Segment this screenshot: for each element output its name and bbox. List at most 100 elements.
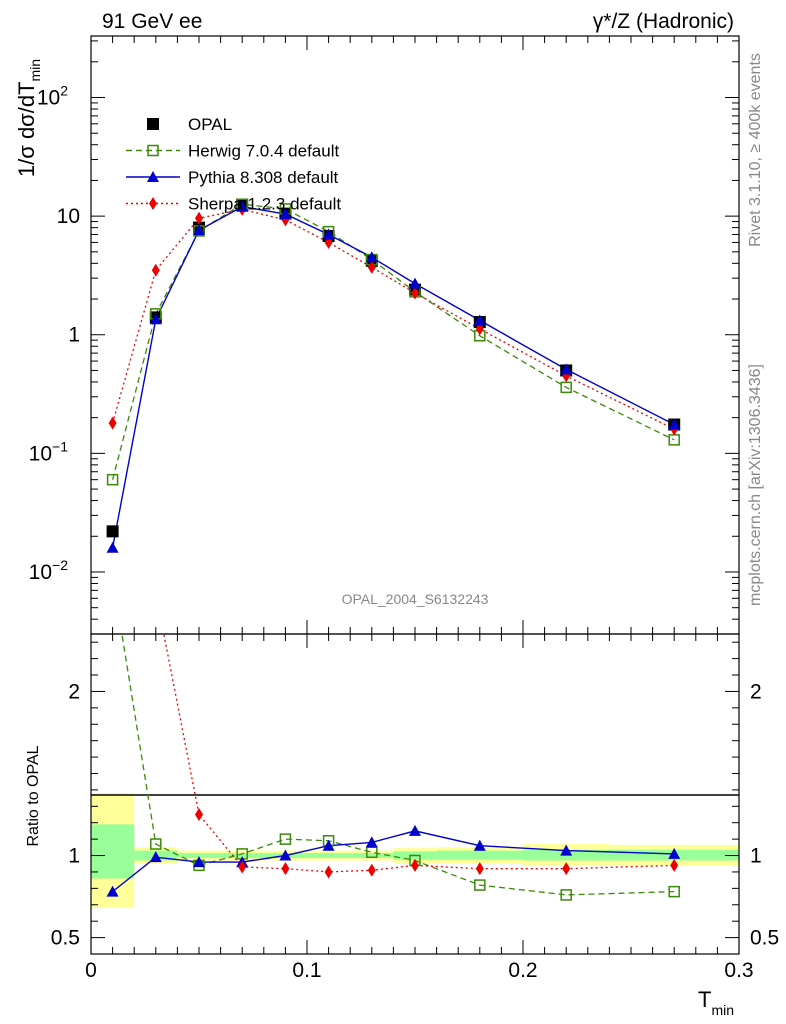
main-y-tick-label: 10 — [57, 205, 80, 228]
ratio-point-pythia — [365, 836, 378, 848]
x-label-sub: min — [711, 1002, 734, 1018]
ratio-point-herwig — [560, 889, 572, 901]
ratio-point-pythia — [322, 839, 335, 851]
main-point-sherpa — [108, 416, 117, 430]
legend-label-sherpa: Sherpa 1.2.3 default — [188, 195, 341, 214]
tick-exponent: 2 — [60, 83, 68, 99]
legend-marker-herwig — [147, 144, 159, 157]
ratio-point-sherpa — [475, 862, 484, 876]
tick-base: 10 — [29, 442, 52, 465]
mcplots-label: mcplots.cern.ch [arXiv:1306.3436] — [747, 364, 764, 606]
legend-label-opal: OPAL — [188, 115, 232, 134]
analysis-watermark: OPAL_2004_S6132243 — [342, 591, 489, 607]
ratio-point-pythia — [149, 851, 162, 863]
ratio-y-tick-label-right: 0.5 — [750, 927, 779, 950]
legend: OPAL Herwig 7.0.4 default Pythia 8.308 def… — [126, 115, 341, 214]
main-point-pythia — [106, 541, 119, 553]
main-point-sherpa — [151, 263, 160, 277]
svg-text:1/σ dσ/dTmin: 1/σ dσ/dTmin — [14, 59, 43, 177]
ratio-point-pythia — [409, 824, 421, 836]
ratio-point-pythia — [560, 844, 573, 856]
ratio-point-herwig — [668, 885, 680, 898]
ratio-point-sherpa — [324, 865, 333, 879]
band-inner — [350, 853, 394, 858]
energy-label: 91 GeV ee — [102, 10, 202, 33]
y-label-main: 1/σ dσ/dT — [14, 81, 39, 177]
main-point-pythia — [236, 200, 249, 212]
tick-base: 10 — [37, 87, 60, 110]
main-point-pythia — [322, 228, 335, 240]
x-tick-label: 0 — [85, 959, 97, 982]
main-line-herwig — [111, 203, 675, 480]
rivet-label: Rivet 3.1.10, ≥ 400k events — [747, 53, 764, 247]
ratio-point-herwig — [279, 833, 292, 845]
legend-marker-sherpa — [149, 197, 157, 210]
ratio-y-tick-label-left: 2 — [68, 680, 80, 703]
x-axis-label: Tmin — [698, 987, 734, 1018]
axis-ticks — [90, 36, 740, 955]
ratio-y-tick-label-right: 1 — [750, 845, 762, 868]
ratio-y-tick-label-left: 0.5 — [51, 927, 80, 950]
ratio-point-sherpa — [670, 858, 679, 872]
main-point-pythia — [365, 251, 378, 263]
ratio-point-sherpa — [562, 862, 571, 876]
ratio-point-sherpa — [152, 586, 160, 599]
band-inner — [436, 850, 523, 860]
ratio-uncertainty-bands — [91, 793, 739, 909]
main-point-sherpa — [195, 211, 203, 225]
main-point-herwig — [106, 473, 119, 486]
ratio-series-group — [106, 572, 681, 901]
main-point-pythia — [149, 313, 162, 325]
tick-exponent: −2 — [52, 557, 68, 573]
main-y-tick-label: 1 — [68, 324, 80, 347]
x-tick-label: 0.3 — [724, 959, 753, 982]
band-inner — [91, 824, 135, 879]
y-label-sub: min — [27, 59, 43, 82]
ratio-point-sherpa — [411, 858, 419, 872]
ratio-point-pythia — [193, 856, 205, 868]
main-point-pythia — [473, 314, 486, 326]
legend-label-pythia: Pythia 8.308 default — [188, 168, 339, 187]
ratio-y-axis-label: Ratio to OPAL — [25, 745, 42, 846]
band-inner — [307, 853, 351, 858]
main-y-axis-label: 1/σ dσ/dTmin — [14, 59, 43, 177]
main-point-sherpa — [367, 260, 376, 274]
ratio-y-tick-label-left: 1 — [68, 845, 80, 868]
main-point-herwig — [668, 434, 680, 446]
main-point-pythia — [668, 418, 681, 430]
process-label: γ*/Z (Hadronic) — [593, 10, 734, 33]
main-point-pythia — [193, 224, 205, 236]
legend-marker-opal — [147, 118, 159, 130]
ratio-point-sherpa — [195, 808, 203, 822]
main-y-tick-label: 10−1 — [29, 438, 69, 465]
main-point-sherpa — [475, 322, 484, 336]
ratio-point-pythia — [668, 847, 681, 859]
ratio-point-pythia — [473, 839, 486, 851]
band-inner — [177, 853, 221, 858]
main-line-pythia — [111, 205, 675, 548]
main-line-sherpa — [111, 208, 675, 430]
main-y-tick-label: 10−2 — [29, 557, 69, 584]
ratio-point-pythia — [279, 849, 292, 861]
x-tick-label: 0.1 — [292, 959, 321, 982]
main-y-tick-label: 102 — [37, 83, 68, 110]
ratio-point-sherpa — [238, 860, 247, 874]
x-label-main: T — [698, 987, 711, 1012]
main-point-pythia — [279, 208, 292, 220]
main-point-pythia — [560, 363, 573, 375]
ratio-plot-frame — [90, 633, 740, 955]
legend-label-herwig: Herwig 7.0.4 default — [188, 142, 339, 161]
main-point-opal — [106, 525, 119, 538]
main-series-group — [106, 198, 681, 553]
main-point-sherpa — [411, 286, 419, 300]
ratio-point-herwig — [150, 838, 162, 850]
tick-exponent: −1 — [52, 438, 68, 454]
ratio-point-sherpa — [281, 862, 290, 876]
x-tick-label: 0.2 — [508, 959, 537, 982]
ratio-point-herwig — [108, 572, 118, 582]
ratio-point-herwig — [474, 879, 486, 891]
band-inner — [220, 853, 264, 858]
legend-marker-pythia — [147, 171, 159, 182]
